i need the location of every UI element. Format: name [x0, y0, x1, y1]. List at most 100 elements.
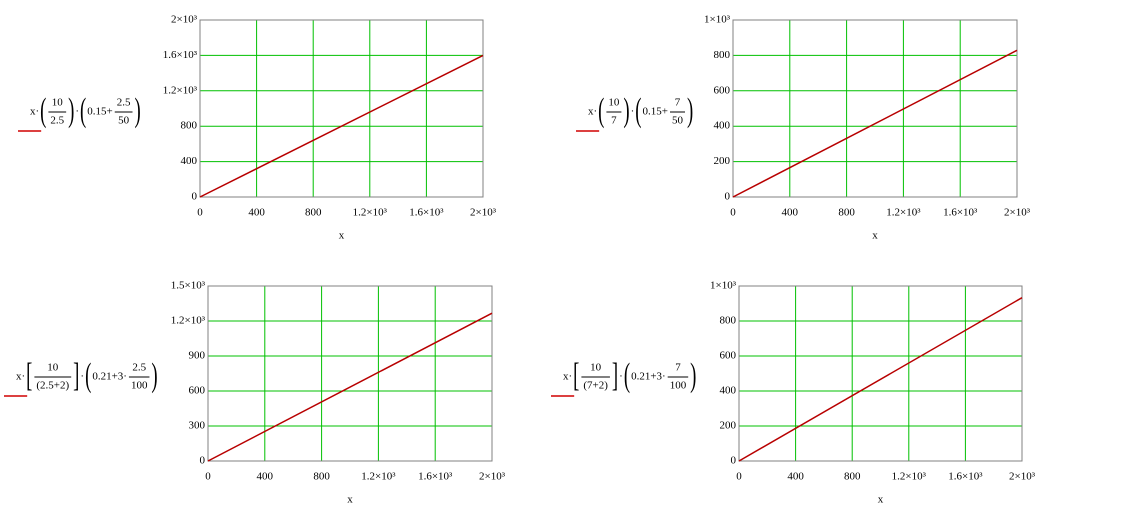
fraction-numerator: 7	[675, 362, 681, 374]
fraction-numerator: 2.5	[117, 97, 131, 109]
bracket: )	[151, 356, 157, 393]
plot-area	[199, 19, 484, 198]
bracket: )	[68, 91, 74, 128]
x-tick-label: 1.2×10³	[353, 207, 388, 219]
x-tick-label: 400	[787, 471, 804, 483]
x-tick-label: 0	[730, 207, 736, 219]
plot-area	[207, 285, 493, 462]
y-tick-label: 2×10³	[171, 14, 198, 26]
fraction-denominator: 50	[118, 115, 130, 127]
y-tick-label: 600	[714, 84, 731, 96]
x-tick-label: 1.6×10³	[948, 471, 983, 483]
fraction-denominator: 7	[611, 115, 617, 127]
x-tick-label: 400	[257, 471, 274, 483]
fraction-numerator: 7	[675, 97, 681, 109]
y-tick-label: 900	[189, 350, 206, 362]
fraction-denominator: 2.5	[50, 115, 64, 127]
y-tick-label: 1×10³	[704, 14, 731, 26]
bracket: ]	[73, 356, 79, 393]
bracket: )	[690, 356, 696, 393]
y-tick-label: 0	[731, 455, 737, 467]
data-line	[199, 54, 484, 198]
y-tick-label: 300	[189, 420, 206, 432]
bracket: (	[598, 91, 604, 128]
x-tick-label: 1.6×10³	[418, 471, 453, 483]
bracket: [	[573, 356, 579, 393]
x-tick-label: 1.6×10³	[943, 207, 978, 219]
formula-text: x·	[16, 371, 25, 383]
y-tick-label: 0	[725, 191, 731, 203]
fraction-numerator: 10	[590, 362, 602, 374]
formula-text: 0.21+3·	[631, 371, 666, 383]
bracket: (	[635, 91, 641, 128]
formula-text: ·	[619, 371, 623, 383]
y-tick-label: 1.2×10³	[171, 315, 206, 327]
bracket: (	[80, 91, 86, 128]
y-tick-label: 200	[720, 420, 737, 432]
x-tick-label: 2×10³	[479, 471, 506, 483]
formula-text: x·	[588, 106, 597, 118]
y-tick-label: 0	[200, 455, 206, 467]
formula-text: ·	[75, 106, 79, 118]
formula-text: 0.15+	[643, 106, 668, 118]
fraction-numerator: 10	[52, 97, 64, 109]
x-tick-label: 2×10³	[470, 207, 497, 219]
plot-frame	[738, 285, 1023, 462]
y-tick-label: 800	[714, 49, 731, 61]
y-tick-label: 400	[714, 120, 731, 132]
bracket: (	[624, 356, 630, 393]
fraction-denominator: (2.5+2)	[36, 380, 69, 392]
x-axis-label: x	[339, 230, 345, 242]
y-tick-label: 600	[189, 385, 206, 397]
fraction-numerator: 10	[47, 362, 59, 374]
y-tick-label: 1.5×10³	[171, 280, 206, 292]
x-tick-label: 0	[736, 471, 742, 483]
data-line	[738, 297, 1023, 462]
bracket: )	[687, 91, 693, 128]
formula-text: ·	[631, 106, 635, 118]
fraction-denominator: 100	[670, 380, 687, 392]
fraction-numerator: 10	[608, 97, 620, 109]
fraction-denominator: 100	[131, 380, 148, 392]
x-tick-label: 1.6×10³	[409, 207, 444, 219]
x-tick-label: 2×10³	[1004, 207, 1031, 219]
x-tick-label: 0	[205, 471, 211, 483]
x-axis-label: x	[878, 494, 884, 506]
bracket: (	[85, 356, 91, 393]
y-tick-label: 800	[181, 120, 198, 132]
plot-area	[738, 285, 1023, 462]
x-axis-label: x	[347, 494, 353, 506]
x-tick-label: 800	[838, 207, 855, 219]
y-tick-label: 800	[720, 315, 737, 327]
fraction-numerator: 2.5	[132, 362, 146, 374]
formula-text: 0.21+3·	[92, 371, 127, 383]
x-tick-label: 0	[197, 207, 203, 219]
y-tick-label: 400	[181, 155, 198, 167]
formula-text: ·	[80, 371, 84, 383]
x-tick-label: 2×10³	[1009, 471, 1036, 483]
bracket: )	[135, 91, 141, 128]
x-axis-label: x	[872, 230, 878, 242]
data-line	[207, 312, 493, 462]
y-tick-label: 200	[714, 155, 731, 167]
bracket: )	[623, 91, 629, 128]
x-tick-label: 400	[782, 207, 799, 219]
y-tick-label: 400	[720, 385, 737, 397]
data-line	[732, 49, 1018, 198]
formula-text: x·	[30, 106, 39, 118]
y-tick-label: 0	[192, 191, 198, 203]
plot-frame	[199, 19, 484, 198]
x-tick-label: 1.2×10³	[361, 471, 396, 483]
bracket: ]	[612, 356, 618, 393]
fraction-denominator: (7+2)	[583, 380, 608, 392]
y-tick-label: 1.6×10³	[163, 49, 198, 61]
formula-text: 0.15+	[87, 106, 112, 118]
x-tick-label: 400	[248, 207, 265, 219]
x-tick-label: 800	[313, 471, 330, 483]
plot-frame	[732, 19, 1018, 198]
plot-frame	[207, 285, 493, 462]
bracket: [	[26, 356, 32, 393]
y-tick-label: 1.2×10³	[163, 84, 198, 96]
x-tick-label: 1.2×10³	[886, 207, 921, 219]
